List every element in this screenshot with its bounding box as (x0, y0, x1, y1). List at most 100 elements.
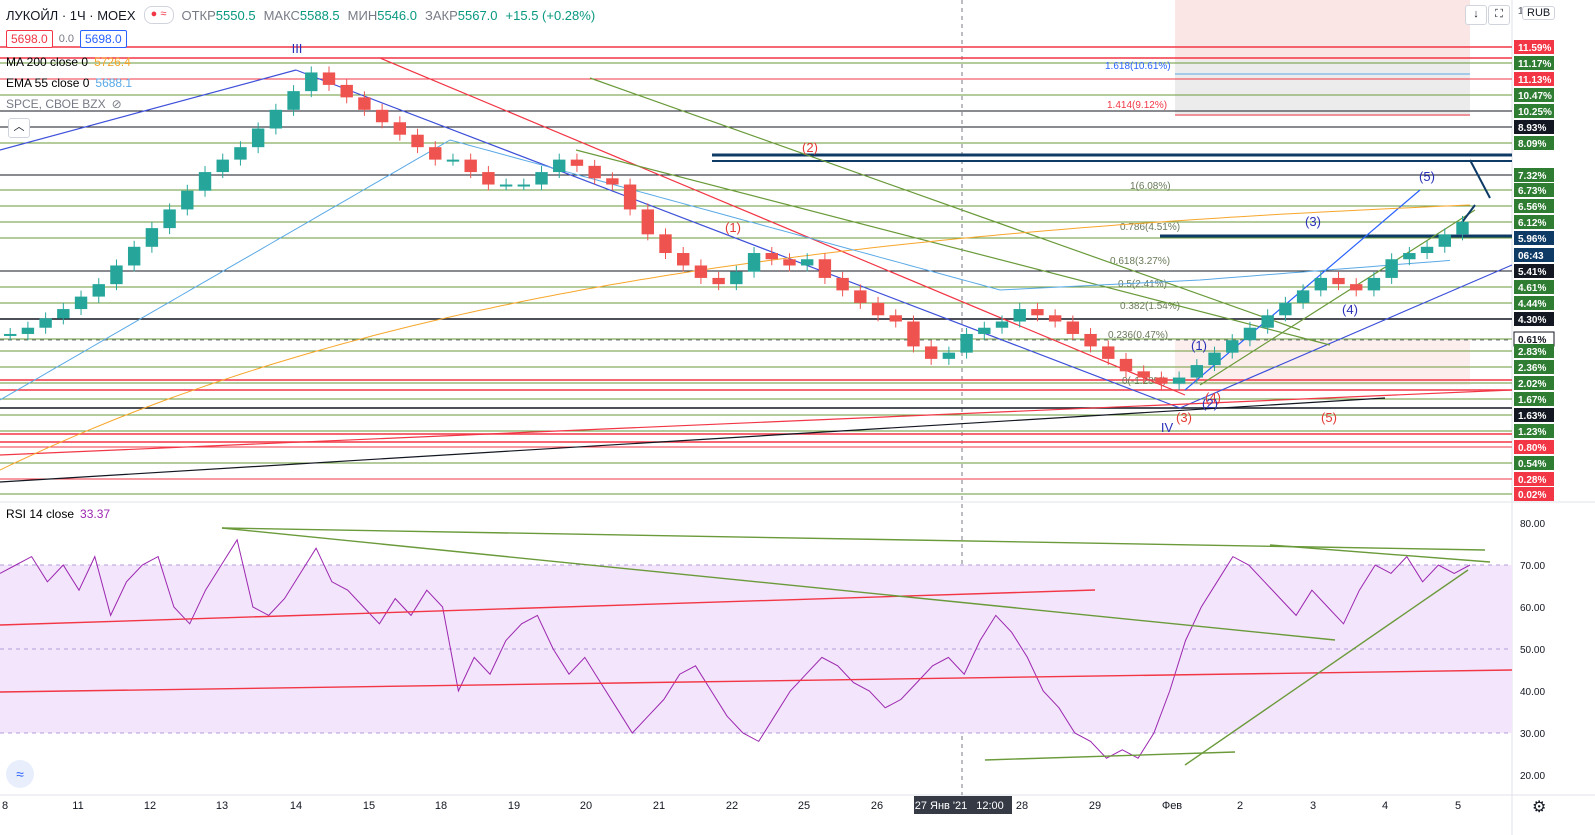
price-axis-label: 1.23% (1518, 427, 1546, 438)
candle (110, 265, 123, 285)
ema55-value: 5688.1 (95, 76, 133, 90)
price-axis-badge (1514, 264, 1554, 278)
wave-label-blue: (4) (1342, 302, 1358, 317)
candle (234, 147, 247, 160)
trend-line (589, 77, 1301, 331)
open-label: ОТКР (181, 7, 216, 23)
price-axis-label: 0.54% (1518, 459, 1546, 470)
symbol-title[interactable]: ЛУКОЙЛ · 1Ч · MOEX (6, 7, 136, 23)
candle (57, 309, 70, 319)
price-axis-label: 4.44% (1518, 299, 1546, 310)
time-axis-label: 25 (798, 800, 810, 812)
arrow-down-line (1469, 159, 1491, 199)
currency-badge[interactable]: RUB (1522, 6, 1556, 20)
candle (747, 253, 761, 272)
compare-icon[interactable]: ● ≈ (143, 6, 174, 24)
price-axis-badge (1514, 40, 1554, 54)
wave-label-blue: (5) (1419, 169, 1435, 184)
change-value: +15.5 (+0.28%) (505, 7, 596, 23)
price-axis-label: 2.36% (1518, 363, 1546, 374)
rsi-trend-line (984, 751, 1236, 761)
candle (535, 172, 548, 185)
tradingview-logo-icon: ≈ (6, 760, 34, 788)
time-axis-label: 4 (1382, 800, 1388, 812)
candle (1208, 352, 1221, 366)
fullscreen-icon[interactable]: ⛶ (1488, 5, 1510, 25)
candle (818, 259, 832, 278)
candle (1403, 253, 1416, 260)
trend-line (0, 69, 297, 151)
price-axis-badge (1514, 392, 1554, 406)
trend-line (1179, 264, 1513, 409)
collapse-legend-button[interactable]: ︿ (8, 118, 30, 138)
price-axis-label: 7.32% (1518, 171, 1546, 182)
shaded-zone-top (1175, 0, 1470, 60)
spce-label: SPCE, СВОЕ BZX (6, 97, 106, 111)
candle (92, 284, 105, 297)
price-axis-label: 0.80% (1518, 443, 1546, 454)
candle (269, 109, 283, 129)
candle (924, 346, 938, 359)
candle (712, 277, 725, 285)
candle (1350, 284, 1363, 291)
wave-label-red: (4) (1205, 390, 1221, 405)
trend-line (0, 397, 1386, 483)
ema55-legend[interactable]: EMA 55 close 0 5688.1 (6, 76, 132, 90)
rsi-trend-line (221, 527, 1486, 551)
candle (1066, 321, 1080, 334)
rsi-axis-label: 80.00 (1520, 519, 1545, 530)
rsi-label: RSI 14 close (6, 507, 75, 521)
candle (358, 97, 371, 110)
rsi-trend-line (1269, 544, 1491, 563)
candle (889, 315, 902, 322)
candle (553, 159, 566, 173)
fib-level-label: 0.5(2.41%) (1118, 279, 1167, 290)
time-axis-label: 14 (290, 800, 302, 812)
candle (570, 159, 584, 166)
price-axis-badge (1514, 456, 1554, 470)
candle (1155, 377, 1168, 384)
candle (1332, 277, 1345, 285)
time-axis-label: 20 (580, 800, 592, 812)
spce-legend[interactable]: SPCE, СВОЕ BZX ⊘ (6, 97, 122, 111)
candle (730, 271, 743, 285)
price-axis-label: 11.59% (1518, 43, 1551, 54)
price-axis-label: 2.02% (1518, 379, 1546, 390)
candle (800, 259, 814, 266)
rsi-legend[interactable]: RSI 14 close 33.37 (6, 507, 110, 521)
candle (287, 91, 300, 110)
ma200-legend[interactable]: MA 200 close 0 5726.4 (6, 55, 131, 69)
open-value: 5550.5 (215, 7, 256, 23)
arrow-down-icon[interactable]: ↓ (1465, 5, 1487, 25)
price-axis-label: 0.02% (1518, 490, 1546, 501)
candle (606, 178, 619, 185)
candle (1137, 371, 1150, 378)
bid-pill[interactable]: 5698.0 (6, 30, 53, 48)
candle (942, 352, 956, 359)
candle (1172, 377, 1186, 384)
candle (181, 190, 194, 210)
candle (375, 109, 389, 123)
rsi-axis-label: 60.00 (1520, 603, 1545, 614)
time-axis-label: 3 (1310, 800, 1316, 812)
fib-level-label: 1.414(9.12%) (1107, 100, 1167, 111)
chart-header: ЛУКОЙЛ · 1Ч · MOEX ● ≈ ОТКР5550.5 МАКС55… (6, 6, 595, 24)
eye-off-icon[interactable]: ⊘ (111, 97, 122, 111)
settings-gear-icon[interactable]: ⚙ (1532, 799, 1547, 816)
price-axis-label: 10.47% (1518, 91, 1552, 102)
fib-level-label: 1.618(10.61%) (1105, 61, 1171, 72)
candle (39, 318, 52, 328)
candle (783, 259, 796, 266)
price-axis-label: 0.28% (1518, 475, 1546, 486)
price-axis-badge (1514, 440, 1554, 454)
price-axis-badge (1514, 424, 1554, 438)
shaded-zone-low (1175, 340, 1470, 385)
close-value: 5567.0 (457, 7, 498, 23)
ask-pill[interactable]: 5698.0 (80, 30, 127, 48)
fib-level-label: 0.786(4.51%) (1120, 222, 1180, 233)
rsi-value: 33.37 (80, 507, 111, 521)
candle (393, 122, 407, 135)
candle (163, 209, 176, 229)
trend-line (575, 149, 1331, 346)
